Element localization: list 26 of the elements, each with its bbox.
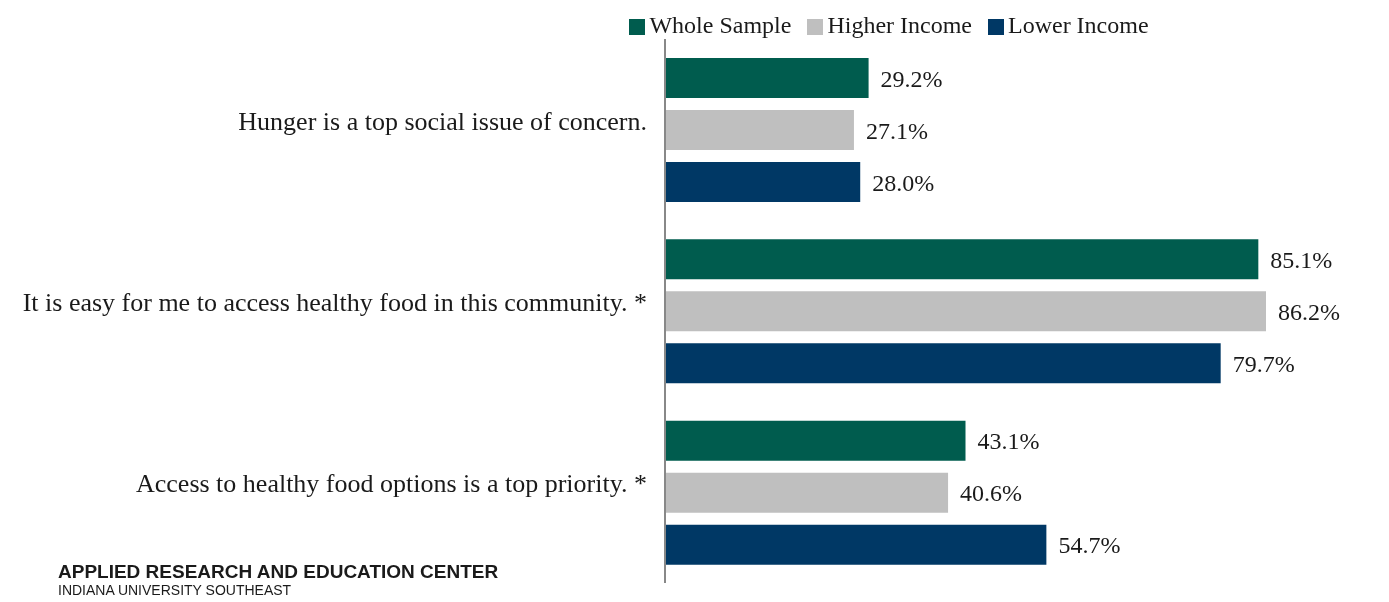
data-label: 43.1% bbox=[977, 428, 1040, 455]
data-label: 40.6% bbox=[960, 480, 1023, 507]
bar bbox=[665, 524, 1047, 565]
data-label: 85.1% bbox=[1270, 246, 1333, 273]
data-label: 28.0% bbox=[872, 169, 935, 196]
y-tick-label: It is easy for me to access healthy food in this community. * bbox=[22, 288, 647, 317]
bar bbox=[665, 472, 949, 513]
text: APPLIED RESEARCH AND EDUCATION CENTER bbox=[58, 561, 499, 582]
data-label: 29.2% bbox=[880, 65, 943, 92]
bar bbox=[665, 420, 966, 461]
bar bbox=[665, 239, 1259, 280]
data-label: 54.7% bbox=[1058, 532, 1121, 559]
text: INDIANA UNIVERSITY SOUTHEAST bbox=[58, 582, 293, 598]
legend-label: Whole Sample bbox=[649, 12, 792, 38]
y-tick-label: Hunger is a top social issue of concern. bbox=[238, 106, 647, 136]
bar bbox=[665, 110, 854, 150]
y-tick-label: Access to healthy food options is a top priority. * bbox=[135, 469, 647, 499]
bar bbox=[665, 58, 869, 98]
bar bbox=[665, 343, 1221, 384]
data-label: 79.7% bbox=[1232, 350, 1295, 377]
legend-label: Lower Income bbox=[1007, 12, 1149, 38]
data-label: 27.1% bbox=[865, 117, 928, 144]
data-label: 86.2% bbox=[1278, 298, 1340, 325]
bar bbox=[665, 291, 1266, 332]
bar bbox=[665, 162, 861, 202]
legend-label: Higher Income bbox=[827, 12, 972, 38]
